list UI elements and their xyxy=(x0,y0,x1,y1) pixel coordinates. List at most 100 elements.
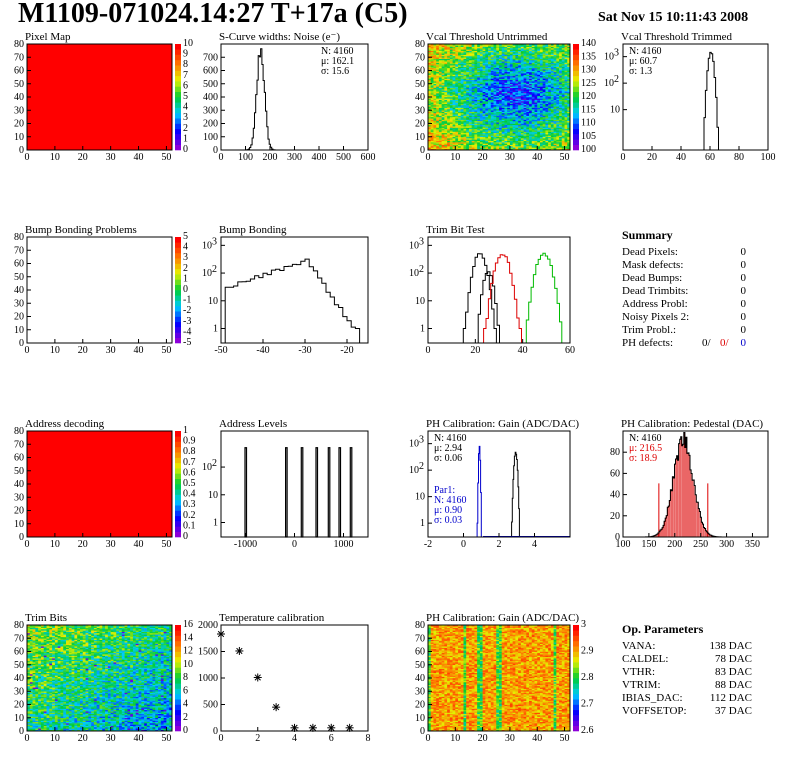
y-tick-label: 60 xyxy=(14,647,24,658)
x-tick-label: 50 xyxy=(161,733,171,744)
x-tick-label: 200 xyxy=(263,152,278,163)
summary-value: 0 xyxy=(741,298,747,311)
y-tick-label: 50 xyxy=(14,660,24,671)
palette-tick-label: 9 xyxy=(183,49,188,60)
scurve-panel: S-Curve widths: Noise (e⁻)0 100 200 300 400 5… xyxy=(203,31,376,163)
pixel-map-fill xyxy=(27,44,172,150)
y-tick-label: 600 xyxy=(203,66,218,77)
summary-value: 0 xyxy=(741,246,747,259)
bump-problems-title: Bump Bonding Problems xyxy=(25,224,137,236)
y-tick-label: 20 xyxy=(415,119,425,130)
x-tick-label: 20 xyxy=(78,733,88,744)
x-tick-label: 10 xyxy=(50,733,60,744)
x-tick-label: 10 xyxy=(450,152,460,163)
palette-tick-label: 1 xyxy=(183,133,188,144)
y-tick-label: 0 xyxy=(213,726,218,737)
x-tick-label: 400 xyxy=(312,152,327,163)
ph-pedestal-panel: PH Calibration: Pedestal (DAC)100 150 200 2… xyxy=(610,418,768,550)
y-tick-label: 30 xyxy=(14,686,24,697)
op-param-label: VANA: xyxy=(622,640,655,653)
summary-row: Noisy Pixels 2: 0 xyxy=(622,311,746,324)
scurve-stat: σ: 15.6 xyxy=(321,66,349,77)
y-tick-label: 0 xyxy=(19,726,24,737)
y-tick-label: 400 xyxy=(203,92,218,103)
y-tick-label: 500 xyxy=(203,79,218,90)
vcal-trimmed-title: Vcal Threshold Trimmed xyxy=(621,31,733,43)
y-tick-label: 20 xyxy=(14,506,24,517)
address-levels-spike xyxy=(286,448,288,537)
palette-tick-label: 135 xyxy=(581,51,596,62)
x-tick-label: 100 xyxy=(238,152,253,163)
palette-tick-label: 2.8 xyxy=(581,672,594,683)
y-tick-label: 60 xyxy=(415,647,425,658)
vcal-untrimmed-panel: Vcal Threshold Untrimmed1001051101151201… xyxy=(415,31,596,163)
y-tick-label: 80 xyxy=(415,620,425,631)
op-param-label: VOFFSETOP: xyxy=(622,705,687,718)
address-levels-spike xyxy=(339,448,341,537)
palette-tick-label: 0.7 xyxy=(183,457,196,468)
palette-tick-label: 8 xyxy=(183,59,188,70)
y-tick-label: 50 xyxy=(415,660,425,671)
address-decoding-palette: 00.10.20.30.40.50.60.70.80.91 xyxy=(175,425,196,542)
x-tick-label: 0 xyxy=(25,345,30,356)
y-tick-label: 10 xyxy=(604,52,614,63)
y-tick-label: 0 xyxy=(19,145,24,156)
palette-tick-label: 1 xyxy=(183,425,188,436)
trim-bits-title: Trim Bits xyxy=(25,612,67,624)
palette-tick-label: -1 xyxy=(183,295,191,306)
y-tick-label: 1 xyxy=(420,324,425,335)
palette-tick-label: -3 xyxy=(183,316,191,327)
palette-tick-label: 0 xyxy=(183,144,188,155)
summary-row: Trim Probl.: 0 xyxy=(622,324,746,337)
palette-tick-label: 0.3 xyxy=(183,499,196,510)
address-decoding-fill xyxy=(27,431,172,537)
x-tick-label: 0 xyxy=(426,345,431,356)
palette-tick-label: 140 xyxy=(581,38,596,49)
y-tick-label: 2000 xyxy=(198,620,218,631)
y-tick-label: 30 xyxy=(14,492,24,503)
y-tick-label: 60 xyxy=(610,468,620,479)
x-tick-label: 20 xyxy=(647,152,657,163)
summary-panel: Summary Dead Pixels: 0 Mask defects: 0 Dead … xyxy=(622,228,746,350)
palette-tick-label: 0.2 xyxy=(183,510,196,521)
y-tick-label: 10 xyxy=(14,325,24,336)
x-tick-label: 20 xyxy=(78,345,88,356)
y-tick-label: 40 xyxy=(14,285,24,296)
palette-tick-label: 105 xyxy=(581,131,596,142)
trim-bit-test-series-2 xyxy=(481,255,526,343)
address-decoding-title: Address decoding xyxy=(25,418,105,430)
temperature-point xyxy=(235,647,243,655)
y-tick-label: 80 xyxy=(415,39,425,50)
y-tick-label: 20 xyxy=(14,312,24,323)
x-tick-label: 0 xyxy=(219,733,224,744)
y-tick-label: 0 xyxy=(19,532,24,543)
y-tick-label: 10 xyxy=(14,132,24,143)
palette-tick-label: 14 xyxy=(183,632,193,643)
palette-tick-label: 1 xyxy=(183,273,188,284)
x-tick-label: 20 xyxy=(78,539,88,550)
op-param-value: 78 DAC xyxy=(715,653,752,666)
op-param-value: 138 DAC xyxy=(710,640,752,653)
x-tick-label: 500 xyxy=(336,152,351,163)
bump-bonding-title: Bump Bonding xyxy=(219,224,287,236)
palette-tick-label: 10 xyxy=(183,38,193,49)
y-tick-label: 10 xyxy=(202,462,212,473)
y-tick-label: 20 xyxy=(610,511,620,522)
palette-tick-label: 2 xyxy=(183,712,188,723)
y-tick-label: 70 xyxy=(14,633,24,644)
x-tick-label: 0 xyxy=(25,152,30,163)
x-tick-label: 50 xyxy=(161,152,171,163)
ph-gain-map-cells xyxy=(428,625,570,731)
x-tick-label: 10 xyxy=(50,152,60,163)
x-tick-label: -20 xyxy=(340,345,353,356)
op-param-row: VTRIM: 88 DAC xyxy=(622,679,752,692)
y-tick-label: 40 xyxy=(14,673,24,684)
summary-label: Dead Bumps: xyxy=(622,272,682,285)
address-levels-spike xyxy=(301,448,303,537)
y-tick-exponent: 2 xyxy=(419,264,424,275)
x-tick-label: -1000 xyxy=(234,539,257,550)
bump-bonding-series-0 xyxy=(225,259,359,343)
y-tick-label: 10 xyxy=(208,490,218,501)
